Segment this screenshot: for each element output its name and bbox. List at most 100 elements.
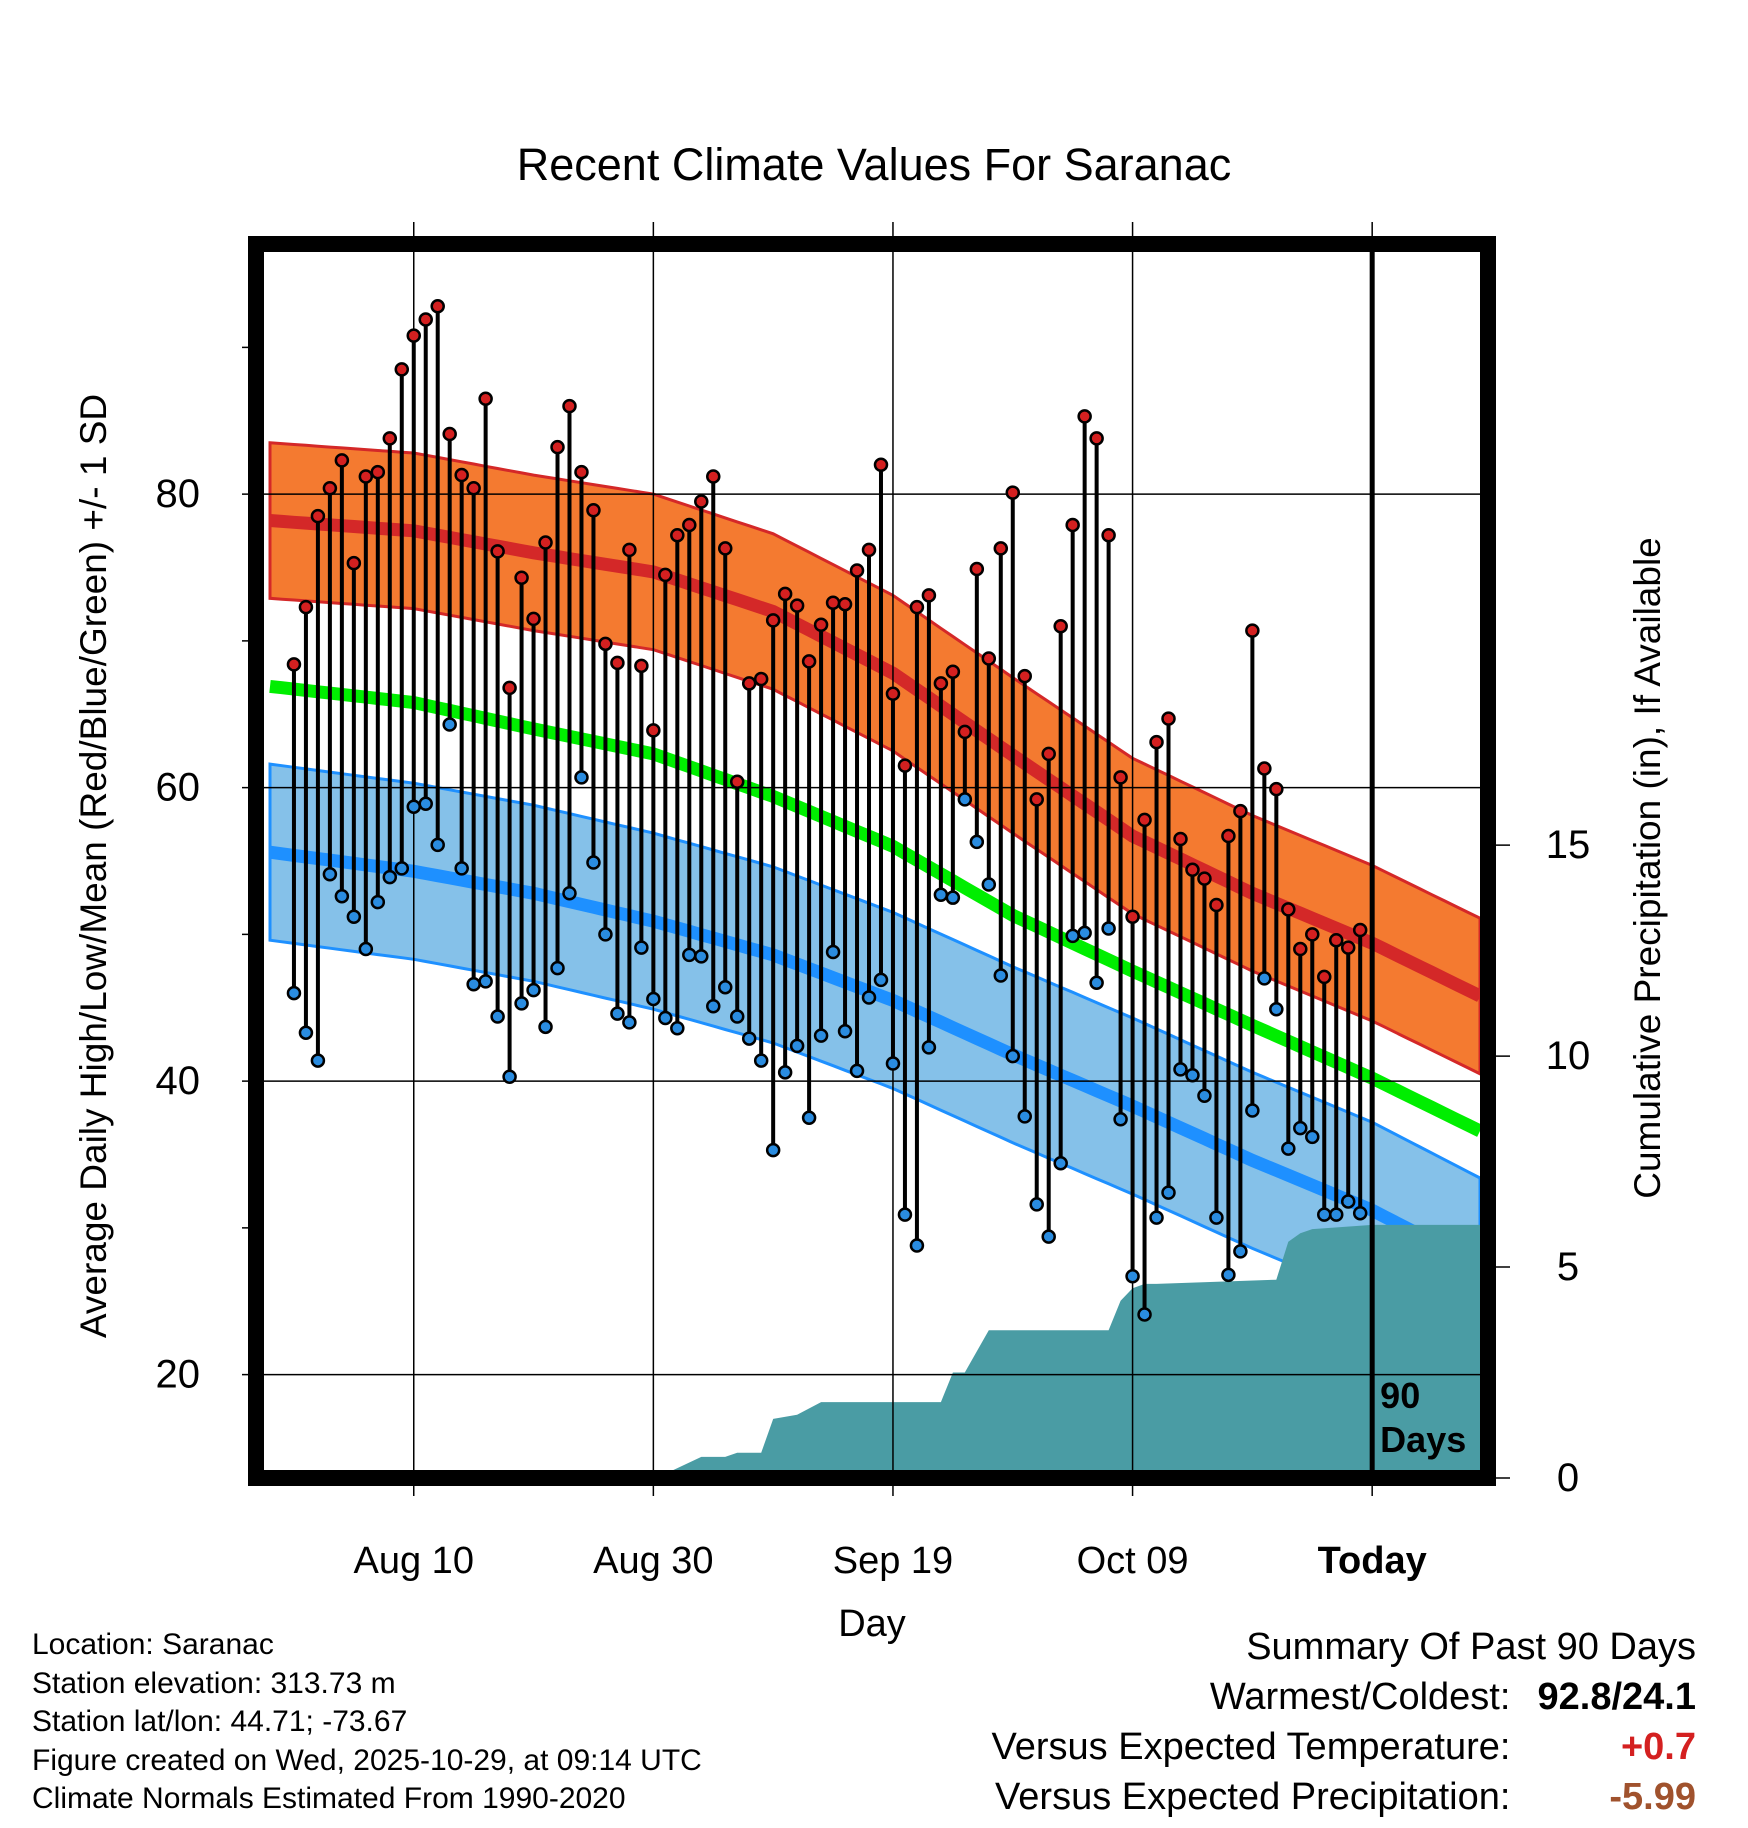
created-text: Figure created on Wed, 2025-10-29, at 09…: [32, 1743, 702, 1777]
daily-low-dot: [646, 991, 661, 1007]
daily-high-dot: [1137, 812, 1152, 828]
station-info: Location: Saranac Station elevation: 313…: [32, 1626, 702, 1819]
daily-low-dot: [1352, 1205, 1368, 1221]
daily-low-dot: [933, 887, 949, 903]
daily-high-dot: [873, 457, 889, 473]
daily-low-dot: [1065, 928, 1080, 944]
daily-high-dot: [370, 464, 386, 480]
daily-low-dot: [382, 869, 398, 885]
daily-high-dot: [813, 617, 829, 632]
daily-high-dot: [538, 535, 553, 550]
daily-high-dot: [430, 299, 445, 314]
daily-high-dot: [322, 481, 338, 496]
daily-low-dot: [334, 888, 350, 904]
summary-warm-cold: Warmest/Coldest: 92.8/24.1: [992, 1672, 1696, 1722]
daily-high-dot: [1293, 941, 1308, 957]
daily-low-dot: [789, 1038, 805, 1054]
period-marker-label: 90 Days: [1380, 1375, 1466, 1460]
y-tick-label: 40: [156, 1059, 201, 1103]
y-tick-label: 60: [156, 766, 201, 810]
daily-low-dot: [993, 968, 1009, 983]
daily-low-dot: [310, 1053, 326, 1068]
daily-high-dot: [1352, 922, 1368, 938]
daily-high-dot: [550, 439, 565, 455]
daily-high-dot: [658, 567, 673, 583]
daily-high-dot: [586, 503, 601, 518]
daily-low-dot: [765, 1142, 781, 1158]
daily-low-dot: [837, 1023, 853, 1039]
daily-high-dot: [454, 467, 469, 483]
daily-low-dot: [1161, 1185, 1176, 1200]
daily-low-dot: [490, 1009, 505, 1024]
daily-low-dot: [502, 1069, 517, 1084]
daily-high-dot: [1113, 770, 1128, 785]
daily-high-dot: [466, 481, 481, 496]
daily-low-dot: [526, 982, 541, 998]
daily-low-dot: [1340, 1194, 1356, 1209]
daily-low-dot: [1245, 1103, 1260, 1118]
daily-low-dot: [1233, 1244, 1248, 1259]
daily-high-dot: [478, 391, 493, 406]
x-tick-label: Aug 10: [354, 1540, 474, 1582]
daily-low-dot: [622, 1015, 637, 1030]
daily-high-dot: [1221, 828, 1236, 844]
daily-low-dot: [478, 974, 493, 989]
daily-high-dot: [1305, 927, 1320, 942]
daily-low-dot: [1137, 1307, 1152, 1322]
daily-low-dot: [777, 1065, 793, 1080]
summary-title: Summary Of Past 90 Days: [1246, 1626, 1696, 1668]
y-axis-label: Average Daily High/Low/Mean (Red/Blue/Gr…: [73, 394, 114, 1338]
daily-low-dot: [1293, 1120, 1308, 1136]
daily-high-dot: [921, 588, 937, 603]
daily-high-dot: [682, 517, 697, 533]
daily-low-dot: [598, 927, 613, 942]
daily-high-dot: [1173, 831, 1188, 847]
daily-high-dot: [1209, 897, 1224, 913]
daily-high-dot: [1245, 623, 1260, 638]
daily-low-dot: [813, 1028, 829, 1043]
y2-tick-label: 5: [1557, 1245, 1579, 1289]
daily-low-dot: [694, 949, 709, 964]
warm-cold-value: 92.8/24.1: [1537, 1676, 1696, 1718]
daily-low-dot: [610, 1006, 625, 1021]
daily-high-dot: [1269, 781, 1284, 797]
daily-low-dot: [825, 944, 841, 960]
daily-low-dot: [1269, 1001, 1284, 1017]
daily-high-dot: [574, 464, 589, 480]
daily-high-dot: [442, 426, 457, 442]
daily-high-dot: [1281, 902, 1296, 917]
daily-high-dot: [1005, 485, 1021, 500]
daily-high-dot: [981, 651, 997, 666]
period-marker-line: 90: [1380, 1375, 1420, 1416]
daily-low-dot: [1089, 975, 1104, 991]
daily-high-dot: [706, 469, 721, 484]
daily-low-dot: [1077, 925, 1092, 941]
daily-low-dot: [1029, 1197, 1044, 1212]
latlon-text: Station lat/lon: 44.71; -73.67: [32, 1705, 408, 1738]
daily-high-dot: [1101, 527, 1116, 543]
daily-low-dot: [921, 1040, 937, 1055]
daily-low-dot: [981, 877, 997, 892]
daily-high-dot: [837, 596, 853, 612]
plot-area: 90 Days: [264, 252, 1480, 1470]
daily-low-dot: [849, 1063, 865, 1079]
daily-high-dot: [753, 671, 769, 687]
daily-high-dot: [1317, 969, 1332, 985]
y2-tick-label: 10: [1546, 1034, 1591, 1078]
daily-high-dot: [514, 570, 529, 586]
y2-axis-label: Cumulative Precipitation (in), If Availa…: [1627, 537, 1668, 1199]
daily-high-dot: [1029, 792, 1044, 807]
precip-value: -5.99: [1609, 1776, 1696, 1818]
daily-high-dot: [1257, 761, 1272, 776]
daily-low-dot: [753, 1053, 769, 1068]
daily-low-dot: [670, 1021, 685, 1036]
daily-high-dot: [598, 636, 613, 652]
daily-low-dot: [1053, 1156, 1068, 1171]
daily-low-dot: [741, 1031, 757, 1046]
daily-low-dot: [562, 886, 577, 901]
daily-low-dot: [346, 909, 362, 925]
chart-title: Recent Climate Values For Saranac: [517, 139, 1232, 190]
daily-high-dot: [897, 758, 913, 773]
daily-low-dot: [322, 866, 338, 882]
